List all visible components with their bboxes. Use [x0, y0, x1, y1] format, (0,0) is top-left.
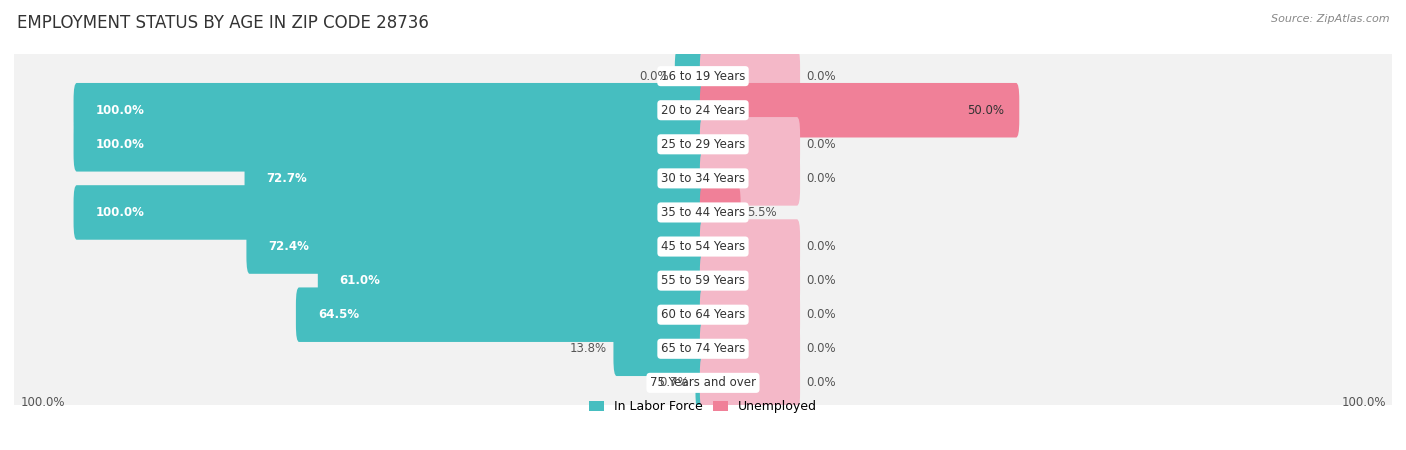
Text: 25 to 29 Years: 25 to 29 Years	[661, 138, 745, 151]
FancyBboxPatch shape	[11, 111, 1395, 178]
FancyBboxPatch shape	[245, 151, 706, 206]
Text: 72.4%: 72.4%	[269, 240, 309, 253]
Text: 0.0%: 0.0%	[807, 240, 837, 253]
Text: 100.0%: 100.0%	[96, 138, 145, 151]
FancyBboxPatch shape	[613, 321, 706, 376]
FancyBboxPatch shape	[700, 253, 800, 308]
FancyBboxPatch shape	[73, 83, 706, 138]
FancyBboxPatch shape	[11, 145, 1395, 212]
FancyBboxPatch shape	[11, 350, 1395, 416]
Text: 5.5%: 5.5%	[747, 206, 776, 219]
Text: 30 to 34 Years: 30 to 34 Years	[661, 172, 745, 185]
Text: 100.0%: 100.0%	[20, 396, 65, 409]
FancyBboxPatch shape	[295, 288, 706, 342]
Text: 16 to 19 Years: 16 to 19 Years	[661, 70, 745, 83]
Text: 61.0%: 61.0%	[340, 274, 381, 287]
Text: 0.0%: 0.0%	[807, 172, 837, 185]
Text: EMPLOYMENT STATUS BY AGE IN ZIP CODE 28736: EMPLOYMENT STATUS BY AGE IN ZIP CODE 287…	[17, 14, 429, 32]
FancyBboxPatch shape	[700, 321, 800, 376]
FancyBboxPatch shape	[696, 356, 706, 410]
Text: 75 Years and over: 75 Years and over	[650, 376, 756, 389]
Text: 55 to 59 Years: 55 to 59 Years	[661, 274, 745, 287]
FancyBboxPatch shape	[700, 83, 1019, 138]
Text: Source: ZipAtlas.com: Source: ZipAtlas.com	[1271, 14, 1389, 23]
FancyBboxPatch shape	[11, 43, 1395, 109]
FancyBboxPatch shape	[675, 49, 706, 104]
Text: 20 to 24 Years: 20 to 24 Years	[661, 104, 745, 117]
FancyBboxPatch shape	[11, 315, 1395, 382]
Text: 13.8%: 13.8%	[569, 342, 607, 355]
Text: 0.0%: 0.0%	[638, 70, 669, 83]
Text: 0.0%: 0.0%	[807, 70, 837, 83]
FancyBboxPatch shape	[11, 213, 1395, 280]
FancyBboxPatch shape	[11, 247, 1395, 314]
Text: 100.0%: 100.0%	[96, 104, 145, 117]
FancyBboxPatch shape	[11, 179, 1395, 246]
FancyBboxPatch shape	[700, 49, 800, 104]
Text: 0.0%: 0.0%	[807, 138, 837, 151]
Text: 50.0%: 50.0%	[967, 104, 1004, 117]
Text: 60 to 64 Years: 60 to 64 Years	[661, 308, 745, 321]
Text: 0.0%: 0.0%	[807, 376, 837, 389]
FancyBboxPatch shape	[700, 151, 800, 206]
FancyBboxPatch shape	[73, 185, 706, 240]
Text: 72.7%: 72.7%	[267, 172, 308, 185]
Text: 65 to 74 Years: 65 to 74 Years	[661, 342, 745, 355]
FancyBboxPatch shape	[11, 77, 1395, 144]
Text: 45 to 54 Years: 45 to 54 Years	[661, 240, 745, 253]
Text: 0.0%: 0.0%	[807, 274, 837, 287]
Text: 0.0%: 0.0%	[807, 342, 837, 355]
FancyBboxPatch shape	[700, 117, 800, 171]
FancyBboxPatch shape	[246, 219, 706, 274]
Text: 64.5%: 64.5%	[318, 308, 359, 321]
Text: 100.0%: 100.0%	[1341, 396, 1386, 409]
Text: 35 to 44 Years: 35 to 44 Years	[661, 206, 745, 219]
Text: 0.0%: 0.0%	[807, 308, 837, 321]
Text: 0.7%: 0.7%	[659, 376, 689, 389]
FancyBboxPatch shape	[700, 219, 800, 274]
FancyBboxPatch shape	[700, 288, 800, 342]
Legend: In Labor Force, Unemployed: In Labor Force, Unemployed	[583, 395, 823, 418]
FancyBboxPatch shape	[700, 356, 800, 410]
FancyBboxPatch shape	[11, 281, 1395, 348]
FancyBboxPatch shape	[700, 185, 741, 240]
Text: 100.0%: 100.0%	[96, 206, 145, 219]
FancyBboxPatch shape	[318, 253, 706, 308]
FancyBboxPatch shape	[73, 117, 706, 171]
